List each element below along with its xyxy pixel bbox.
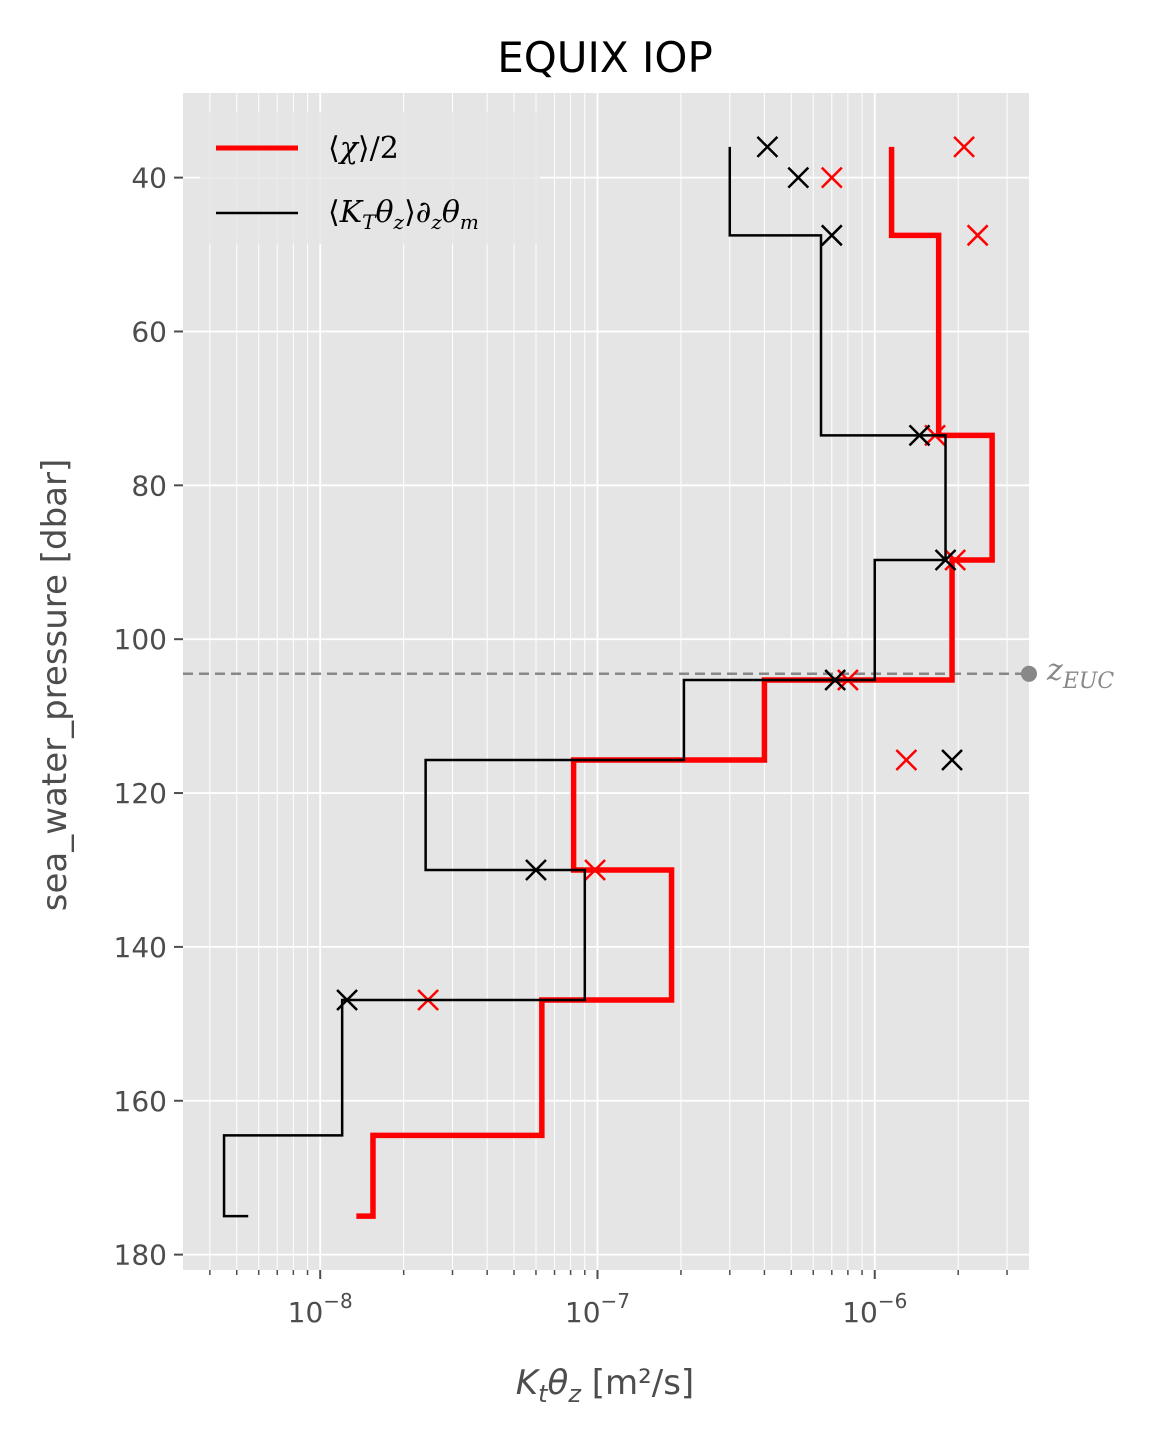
series-marker-1 bbox=[820, 224, 843, 247]
marker-stroke bbox=[953, 135, 975, 158]
legend: ⟨χ⟩/2 ⟨KTθz⟩∂zθm bbox=[200, 112, 540, 244]
series-layer bbox=[222, 135, 995, 1219]
y-tick-label: 60 bbox=[131, 315, 167, 348]
series-marker-0 bbox=[584, 859, 606, 881]
series-marker-1 bbox=[908, 424, 931, 447]
y-tick-label: 100 bbox=[114, 623, 167, 656]
marker-stroke bbox=[908, 424, 931, 447]
marker-stroke bbox=[336, 989, 358, 1011]
series-marker-1 bbox=[336, 989, 358, 1011]
marker-stroke bbox=[941, 749, 963, 771]
marker-stroke bbox=[787, 166, 810, 189]
x-axis: 10−8 10−7 10−6 bbox=[209, 1270, 1008, 1329]
series-marker-0 bbox=[820, 166, 843, 189]
y-axis: 40 60 80 100 120 140 160 180 bbox=[114, 162, 183, 1272]
legend-box bbox=[200, 112, 540, 244]
marker-stroke bbox=[824, 669, 847, 691]
marker-stroke bbox=[756, 135, 779, 158]
z-euc-marker bbox=[1021, 665, 1037, 682]
series-marker-0 bbox=[953, 135, 975, 158]
marker-stroke bbox=[820, 224, 843, 247]
annotation-layer: zEUC bbox=[183, 653, 1114, 694]
series-marker-0 bbox=[966, 224, 989, 247]
marker-stroke bbox=[820, 166, 843, 189]
y-tick-label: 140 bbox=[114, 931, 167, 964]
y-tick-label: 120 bbox=[114, 777, 167, 810]
legend-label-chi: ⟨χ⟩/2 bbox=[328, 131, 399, 166]
chart-title: EQUIX IOP bbox=[497, 33, 713, 82]
series-marker-1 bbox=[756, 135, 779, 158]
marker-stroke bbox=[525, 859, 547, 881]
y-tick-label: 160 bbox=[114, 1085, 167, 1118]
x-tick-label: 10−7 bbox=[565, 1289, 630, 1329]
marker-stroke bbox=[944, 549, 967, 571]
x-tick-label: 10−8 bbox=[288, 1289, 353, 1329]
series-marker-1 bbox=[941, 749, 963, 771]
y-tick-label: 80 bbox=[131, 469, 167, 502]
series-marker-1 bbox=[525, 859, 547, 881]
series-marker-0 bbox=[944, 549, 967, 571]
series-marker-1 bbox=[934, 549, 957, 571]
y-tick-label: 40 bbox=[131, 162, 167, 195]
marker-stroke bbox=[584, 859, 606, 881]
series-marker-1 bbox=[824, 669, 847, 691]
series-marker-1 bbox=[787, 166, 810, 189]
x-tick-label: 10−6 bbox=[842, 1289, 907, 1329]
series-marker-0 bbox=[895, 749, 918, 771]
marker-stroke bbox=[934, 549, 957, 571]
z-euc-label: zEUC bbox=[1046, 653, 1114, 694]
x-axis-label: Ktθz [m²/s] bbox=[516, 1363, 694, 1408]
series-line-1 bbox=[222, 146, 947, 1218]
y-axis-label: sea_water_pressure [dbar] bbox=[35, 459, 75, 912]
y-tick-label: 180 bbox=[114, 1239, 167, 1272]
marker-stroke bbox=[966, 224, 989, 247]
legend-label-kt: ⟨KTθz⟩∂zθm bbox=[328, 195, 479, 234]
marker-stroke bbox=[895, 749, 918, 771]
